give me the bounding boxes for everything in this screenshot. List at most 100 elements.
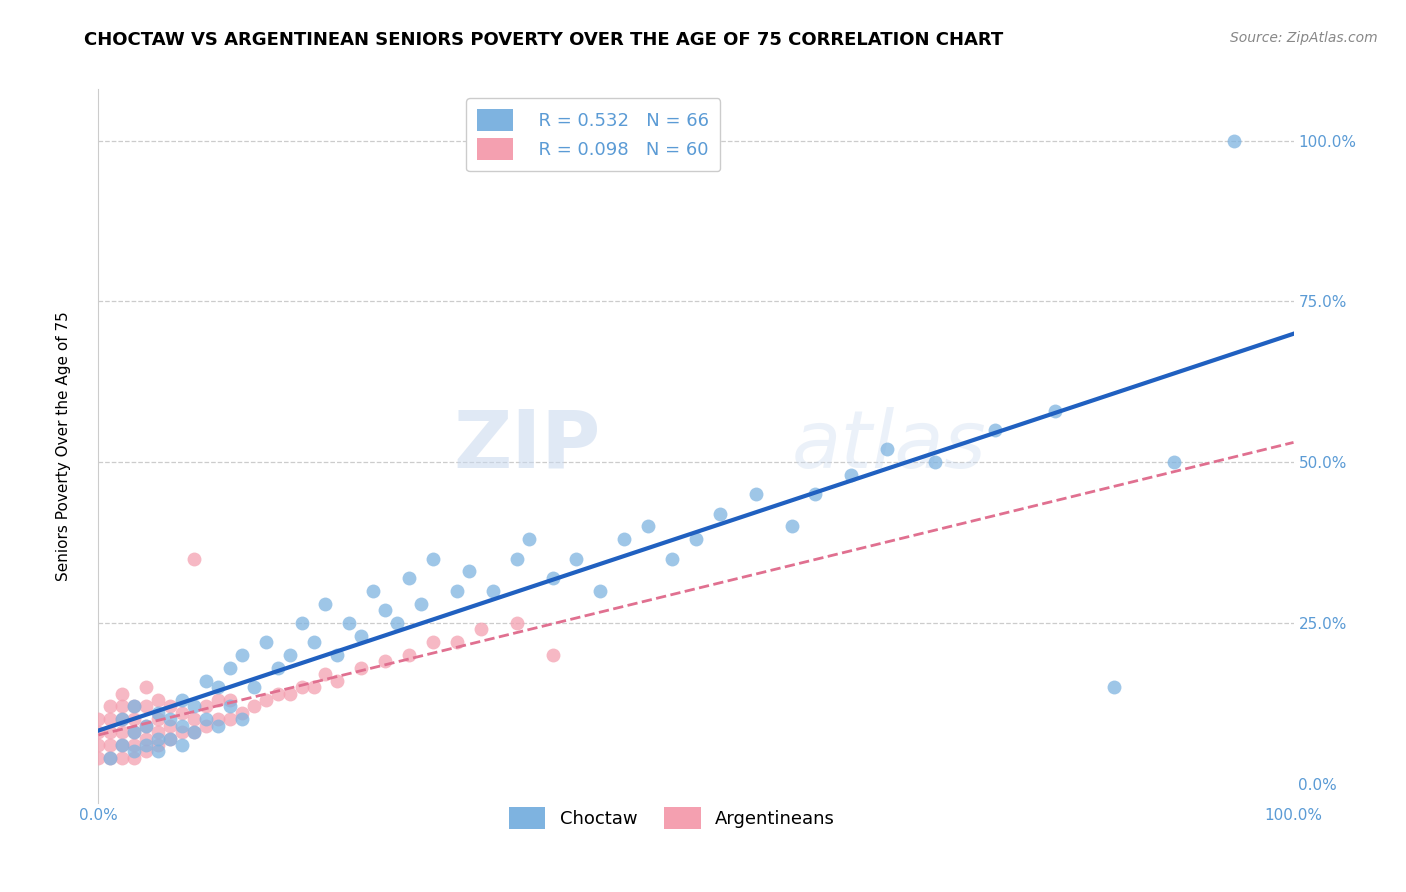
Point (231, 648, 253, 662)
Point (87, 712, 110, 726)
Point (506, 551, 529, 566)
Point (148, 706, 170, 720)
Point (124, 699, 146, 714)
Point (111, 712, 134, 726)
Point (374, 603, 396, 617)
Point (207, 693, 229, 707)
Point (159, 731, 181, 746)
Point (207, 680, 229, 694)
Point (172, 706, 194, 720)
Point (135, 719, 157, 733)
Point (1163, 455, 1185, 469)
Point (172, 719, 194, 733)
Point (135, 731, 157, 746)
Point (148, 725, 170, 739)
Point (87, 751, 110, 765)
Point (613, 533, 636, 547)
Point (780, 519, 803, 533)
Point (98, 699, 122, 714)
Point (135, 699, 157, 714)
Point (350, 661, 373, 675)
Point (661, 551, 683, 566)
Point (385, 615, 409, 630)
Point (135, 719, 157, 733)
Point (411, 597, 433, 611)
Point (565, 551, 588, 566)
Point (350, 629, 373, 643)
Point (172, 725, 194, 739)
Point (422, 635, 444, 649)
Point (315, 667, 337, 681)
Point (278, 686, 301, 700)
Point (219, 699, 242, 714)
Point (326, 648, 349, 662)
Text: ZIP: ZIP (453, 407, 600, 485)
Point (339, 615, 361, 630)
Point (219, 693, 242, 707)
Point (111, 699, 134, 714)
Text: Seniors Poverty Over the Age of 75: Seniors Poverty Over the Age of 75 (56, 311, 70, 581)
Point (315, 597, 337, 611)
Point (111, 686, 134, 700)
Point (124, 744, 146, 758)
Point (924, 455, 946, 469)
Point (159, 699, 181, 714)
Point (243, 699, 266, 714)
Point (159, 719, 181, 733)
Point (98, 751, 122, 765)
Point (148, 731, 170, 746)
Point (148, 738, 170, 752)
Point (124, 725, 146, 739)
Point (111, 712, 134, 726)
Point (111, 751, 134, 765)
Text: Source: ZipAtlas.com: Source: ZipAtlas.com (1230, 31, 1378, 45)
Point (841, 467, 863, 482)
Point (98, 738, 122, 752)
Point (148, 712, 170, 726)
Point (302, 680, 325, 694)
Point (254, 635, 277, 649)
Point (506, 615, 529, 630)
Point (111, 738, 134, 752)
Point (446, 635, 468, 649)
Point (195, 719, 218, 733)
Point (589, 583, 612, 598)
Point (183, 725, 205, 739)
Point (219, 661, 242, 675)
Point (124, 738, 146, 752)
Point (207, 712, 229, 726)
Point (183, 551, 205, 566)
Point (219, 712, 242, 726)
Point (231, 712, 253, 726)
Point (804, 487, 827, 501)
Point (195, 712, 218, 726)
Point (446, 583, 468, 598)
Legend: Choctaw, Argentineans: Choctaw, Argentineans (502, 800, 842, 837)
Point (267, 686, 290, 700)
Point (207, 719, 229, 733)
Text: CHOCTAW VS ARGENTINEAN SENIORS POVERTY OVER THE AGE OF 75 CORRELATION CHART: CHOCTAW VS ARGENTINEAN SENIORS POVERTY O… (84, 31, 1004, 49)
Point (183, 712, 205, 726)
Point (422, 551, 444, 566)
Point (135, 744, 157, 758)
Point (1104, 680, 1126, 694)
Point (159, 712, 181, 726)
Point (685, 533, 707, 547)
Point (517, 533, 540, 547)
Point (124, 725, 146, 739)
Point (374, 654, 396, 668)
Point (541, 571, 564, 585)
Point (1223, 134, 1246, 148)
Point (87, 738, 110, 752)
Point (541, 648, 564, 662)
Point (124, 751, 146, 765)
Point (111, 738, 134, 752)
Point (876, 442, 898, 457)
Point (481, 583, 505, 598)
Point (470, 622, 492, 636)
Point (111, 725, 134, 739)
Point (124, 699, 146, 714)
Point (87, 725, 110, 739)
Point (363, 583, 385, 598)
Point (745, 487, 768, 501)
